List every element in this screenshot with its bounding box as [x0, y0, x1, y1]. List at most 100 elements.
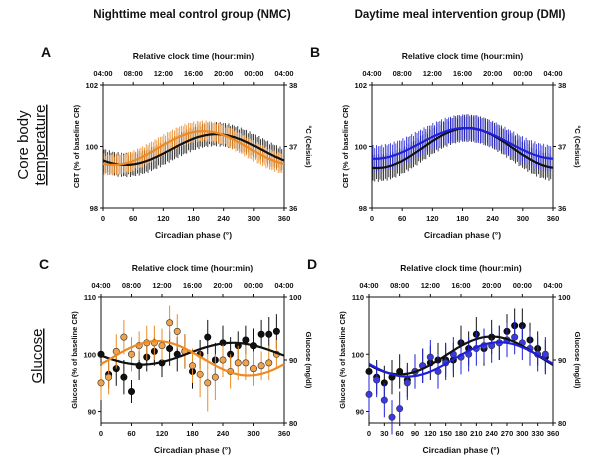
- fit-curve-nmc: [102, 130, 285, 166]
- data-point: [511, 333, 519, 341]
- x-axis-label: Circadian phase (°): [422, 445, 499, 455]
- top-tick-label: 04:00: [543, 281, 562, 290]
- x-tick-label: 150: [439, 429, 452, 438]
- data-point: [204, 379, 212, 387]
- y-tick-label: 98: [90, 204, 98, 213]
- x-tick-label: 360: [278, 429, 291, 438]
- fit-curve-dmi: [368, 341, 554, 378]
- y2-tick-label: 36: [289, 204, 297, 213]
- x-tick-label: 270: [501, 429, 514, 438]
- top-tick-label: 04:00: [93, 69, 112, 78]
- data-point: [105, 373, 113, 381]
- top-tick-label: 20:00: [483, 69, 502, 78]
- y2-axis-label: Glucose (mg/dl): [573, 332, 582, 389]
- x-tick-label: 210: [470, 429, 483, 438]
- x-tick-label: 180: [186, 429, 199, 438]
- y2-tick-label: 100: [558, 293, 571, 302]
- top-tick-label: 12:00: [423, 69, 442, 78]
- data-point: [373, 376, 381, 384]
- header-nmc: Nighttime meal control group (NMC): [93, 9, 291, 21]
- panel-B: B Relative clock time (hour:min) 04:00 08:0…: [310, 44, 582, 240]
- panel-letter: D: [307, 256, 317, 272]
- x-tick-label: 60: [395, 429, 403, 438]
- error-band-1: [103, 120, 283, 176]
- fit-curve-control: [368, 335, 554, 376]
- fit-curve-control: [102, 133, 285, 166]
- data-point: [257, 362, 265, 370]
- y-tick-label: 100: [354, 143, 367, 152]
- data-point: [265, 330, 273, 338]
- x-tick-label: 60: [129, 214, 137, 223]
- x-tick-label: 240: [485, 429, 498, 438]
- data-point: [97, 379, 105, 387]
- data-point: [189, 362, 197, 370]
- top-tick-label: 04:00: [543, 69, 562, 78]
- x-axis-label: Circadian phase (°): [424, 230, 501, 240]
- x-tick-label: 300: [247, 429, 260, 438]
- row-label-glucose: Glucose: [29, 328, 46, 383]
- data-point: [196, 370, 204, 378]
- data-point: [158, 342, 166, 350]
- x-tick-label: 120: [156, 429, 169, 438]
- x-tick-label: 240: [217, 214, 230, 223]
- x-tick-label: 0: [367, 429, 371, 438]
- data-point: [166, 345, 174, 353]
- data-point: [120, 373, 128, 381]
- y-axis-label: Glucose (% of baseline CR): [70, 311, 79, 409]
- data-point: [128, 350, 136, 358]
- y2-tick-label: 38: [289, 81, 297, 90]
- row-label-cbt-line1: Core body: [15, 110, 32, 180]
- x-tick-label: 180: [456, 214, 469, 223]
- y-tick-label: 90: [356, 408, 364, 417]
- data-point: [272, 327, 280, 335]
- top-tick-label: 20:00: [213, 281, 232, 290]
- data-point: [541, 350, 549, 358]
- x-tick-label: 60: [127, 429, 135, 438]
- y-tick-label: 110: [84, 293, 96, 302]
- data-point: [380, 396, 388, 404]
- y-tick-label: 100: [85, 143, 98, 152]
- x-tick-label: 120: [426, 214, 439, 223]
- y-tick-label: 102: [354, 81, 367, 90]
- data-point: [426, 353, 434, 361]
- x-tick-label: 300: [248, 214, 261, 223]
- y-tick-label: 98: [359, 204, 367, 213]
- y2-tick-label: 100: [289, 293, 302, 302]
- header-dmi: Daytime meal intervention group (DMI): [355, 9, 566, 21]
- y2-tick-label: 90: [289, 356, 297, 365]
- y2-axis-label: Glucose (mg/dl): [304, 332, 313, 389]
- top-tick-label: 04:00: [362, 69, 381, 78]
- top-tick-label: 20:00: [482, 281, 501, 290]
- row-label-cbt-line2: temperature: [32, 105, 49, 186]
- panel-D: D Relative clock time (hour:min) 04:00 08:0…: [307, 256, 582, 455]
- top-axis-label: Relative clock time (hour:min): [400, 263, 522, 273]
- x-tick-label: 360: [547, 214, 560, 223]
- fit-curve-nmc: [100, 340, 285, 377]
- y-axis-label: CBT (% of baseline CR): [341, 104, 350, 188]
- x-tick-label: 0: [370, 214, 374, 223]
- top-tick-label: 12:00: [154, 69, 173, 78]
- top-tick-label: 12:00: [421, 281, 440, 290]
- x-tick-label: 330: [531, 429, 544, 438]
- top-tick-label: 08:00: [393, 69, 412, 78]
- x-tick-label: 0: [99, 429, 103, 438]
- top-tick-label: 08:00: [124, 69, 143, 78]
- top-tick-label: 16:00: [183, 281, 202, 290]
- panel-A: A Relative clock time (hour:min) 04:00 08:0…: [41, 44, 313, 240]
- data-point: [365, 367, 373, 375]
- x-tick-label: 180: [455, 429, 468, 438]
- top-tick-label: 08:00: [390, 281, 409, 290]
- top-tick-label: 16:00: [453, 69, 472, 78]
- top-tick-label: 04:00: [274, 281, 293, 290]
- top-tick-label: 20:00: [214, 69, 233, 78]
- data-point: [173, 327, 181, 335]
- y2-tick-label: 38: [558, 81, 566, 90]
- data-point: [242, 336, 250, 344]
- fit-curve-dmi: [371, 127, 553, 160]
- top-tick-label: 16:00: [451, 281, 470, 290]
- data-point: [166, 319, 174, 327]
- series-control: [97, 314, 280, 403]
- x-tick-label: 240: [486, 214, 499, 223]
- y-tick-label: 90: [88, 408, 96, 417]
